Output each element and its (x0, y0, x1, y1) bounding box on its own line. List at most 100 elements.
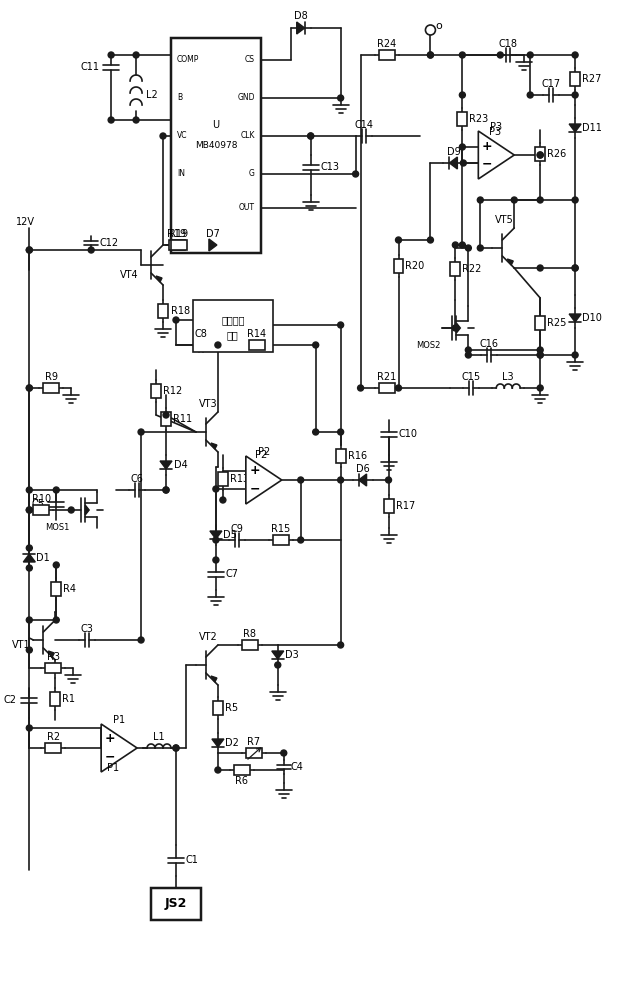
Circle shape (173, 745, 179, 751)
Circle shape (53, 562, 59, 568)
Bar (45, 663, 61, 673)
Text: C17: C17 (542, 79, 561, 89)
Polygon shape (48, 651, 55, 657)
Text: R26: R26 (547, 149, 566, 159)
Circle shape (537, 352, 543, 358)
Text: D7: D7 (206, 229, 220, 239)
Polygon shape (456, 323, 460, 333)
Circle shape (163, 487, 169, 493)
Text: D5: D5 (223, 530, 237, 540)
Circle shape (213, 557, 219, 563)
Circle shape (465, 245, 472, 251)
Circle shape (133, 117, 139, 123)
Bar (234, 765, 250, 775)
Polygon shape (211, 676, 217, 682)
Text: D10: D10 (582, 313, 602, 323)
Circle shape (460, 160, 466, 166)
Text: OUT: OUT (239, 204, 255, 213)
Circle shape (537, 265, 543, 271)
Circle shape (215, 342, 221, 348)
Circle shape (453, 325, 458, 331)
Bar (161, 412, 171, 426)
Text: R2: R2 (46, 732, 60, 742)
Circle shape (163, 487, 169, 493)
Circle shape (572, 197, 578, 203)
Text: 电路: 电路 (227, 330, 239, 340)
Text: CS: CS (245, 55, 255, 64)
Text: D4: D4 (174, 460, 187, 470)
Text: R16: R16 (347, 451, 367, 461)
Circle shape (26, 545, 33, 551)
Text: U: U (213, 120, 219, 130)
Text: CLK: CLK (240, 131, 255, 140)
Text: B: B (177, 94, 182, 103)
Text: C2: C2 (3, 695, 16, 705)
Circle shape (337, 477, 344, 483)
Circle shape (26, 565, 33, 571)
Circle shape (108, 52, 114, 58)
Text: 12V: 12V (16, 217, 35, 227)
Circle shape (537, 197, 543, 203)
Circle shape (308, 133, 314, 139)
Circle shape (537, 152, 543, 158)
Circle shape (337, 322, 344, 328)
Text: D3: D3 (285, 650, 298, 660)
Polygon shape (297, 22, 305, 34)
Text: R1: R1 (62, 694, 75, 704)
Circle shape (308, 133, 314, 139)
Text: MB40978: MB40978 (194, 141, 237, 150)
Polygon shape (569, 124, 581, 132)
Text: R14: R14 (247, 329, 266, 339)
Bar (213, 701, 223, 715)
Text: R27: R27 (582, 74, 601, 84)
Polygon shape (160, 461, 172, 469)
Text: D6: D6 (356, 464, 369, 474)
Circle shape (428, 52, 433, 58)
Circle shape (298, 477, 303, 483)
Text: R20: R20 (406, 261, 424, 271)
Circle shape (133, 52, 139, 58)
Text: C3: C3 (81, 624, 93, 634)
Bar (158, 304, 168, 318)
Circle shape (460, 52, 465, 58)
Text: P1: P1 (113, 715, 125, 725)
Text: +: + (105, 732, 115, 746)
Circle shape (537, 347, 543, 353)
Text: D1: D1 (36, 553, 50, 563)
Circle shape (537, 152, 543, 158)
Text: C18: C18 (498, 39, 518, 49)
Bar (570, 72, 580, 86)
Circle shape (537, 352, 543, 358)
Text: JS2: JS2 (165, 898, 187, 910)
Circle shape (527, 92, 533, 98)
Text: C10: C10 (399, 429, 418, 439)
Text: R13: R13 (230, 474, 249, 484)
Circle shape (357, 385, 364, 391)
Circle shape (511, 197, 517, 203)
Text: COMP: COMP (177, 55, 199, 64)
Text: R23: R23 (470, 114, 488, 124)
Circle shape (386, 477, 391, 483)
Text: R21: R21 (377, 372, 396, 382)
Text: R24: R24 (377, 39, 396, 49)
Bar (51, 582, 61, 596)
Polygon shape (212, 739, 224, 747)
Circle shape (477, 197, 483, 203)
Circle shape (26, 647, 33, 653)
Text: GND: GND (237, 94, 255, 103)
Circle shape (477, 245, 483, 251)
Text: C5: C5 (31, 499, 45, 509)
Polygon shape (359, 474, 367, 486)
Text: VT1: VT1 (12, 640, 30, 650)
Text: VC: VC (177, 131, 187, 140)
Text: C14: C14 (354, 120, 373, 130)
Polygon shape (211, 443, 217, 449)
Bar (151, 384, 161, 398)
Circle shape (428, 52, 433, 58)
Circle shape (88, 247, 94, 253)
Circle shape (460, 92, 465, 98)
Bar (151, 888, 201, 920)
Bar (249, 340, 265, 350)
Circle shape (572, 265, 578, 271)
Text: P3: P3 (489, 127, 502, 137)
